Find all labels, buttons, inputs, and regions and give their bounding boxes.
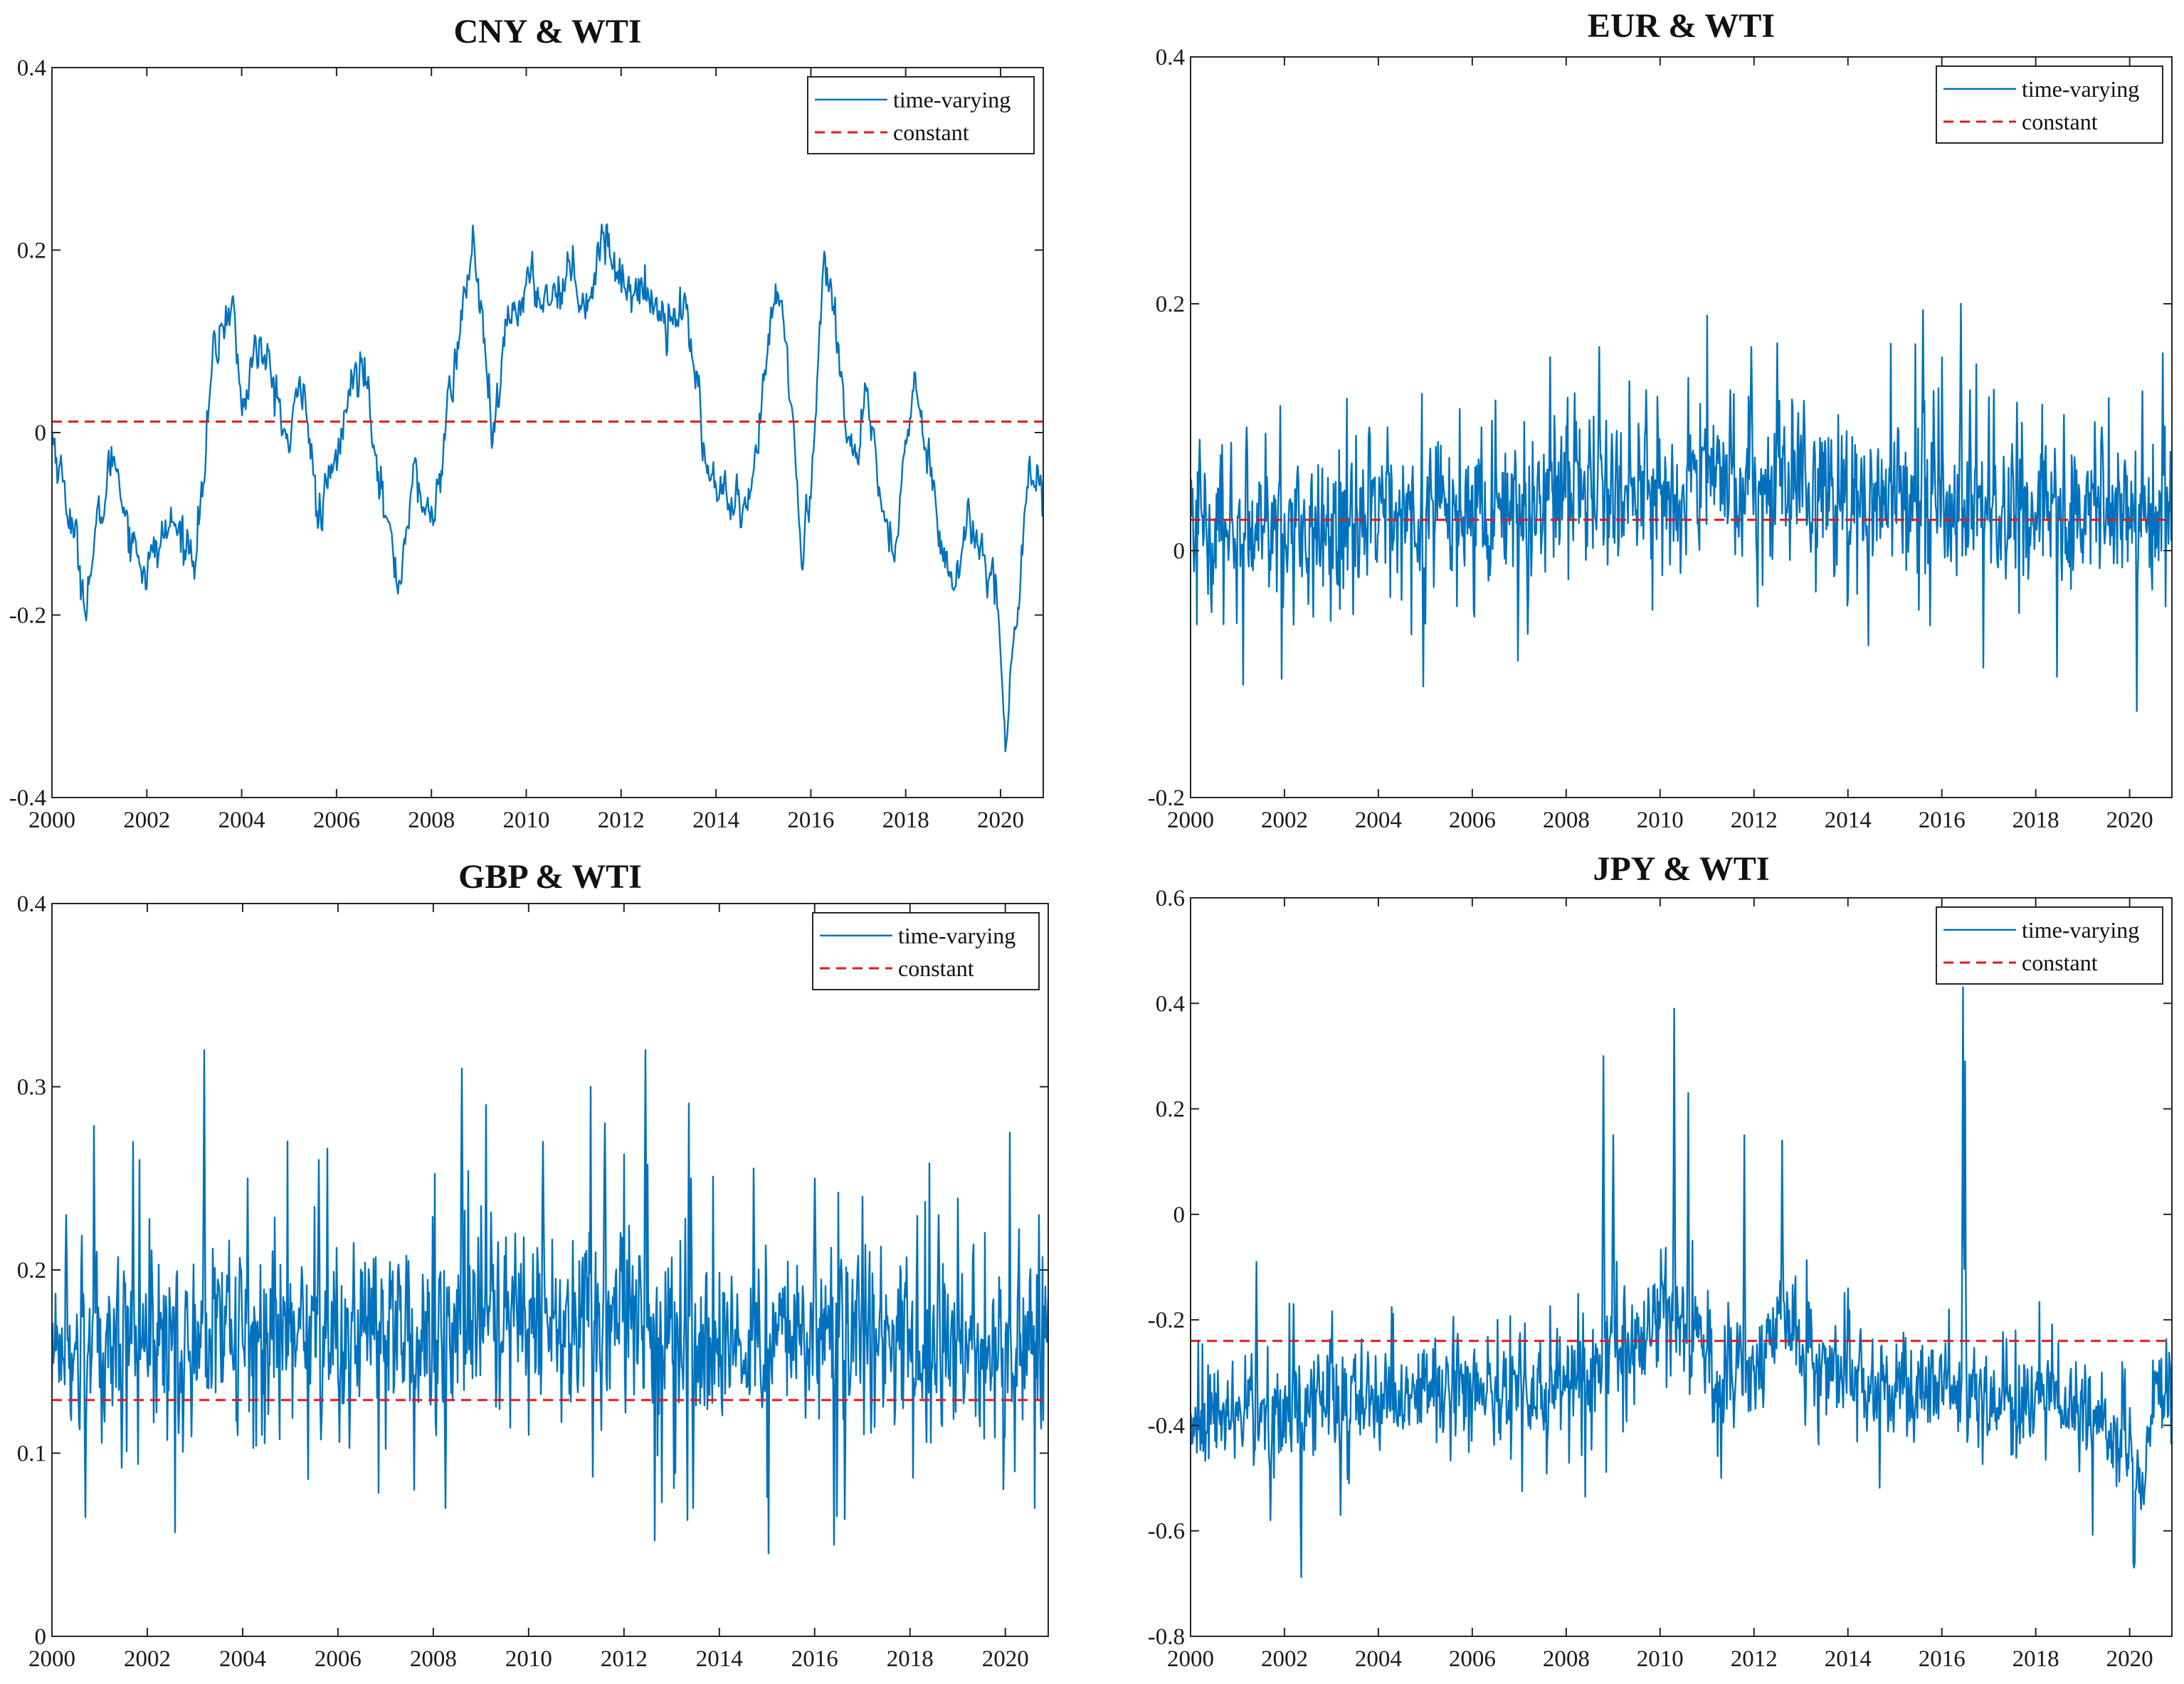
plot-frame	[51, 903, 1049, 1637]
legend-box	[1936, 906, 2163, 985]
legend: time-varying constant	[1936, 906, 2163, 985]
x-tick-label: 2004	[218, 807, 265, 833]
y-tick-label: -0.4	[9, 785, 46, 811]
time-varying-series	[52, 1049, 1048, 1555]
x-tick-label: 2016	[1919, 807, 1966, 833]
chart-title: JPY & WTI	[1593, 850, 1769, 888]
x-tick-label: 2020	[977, 807, 1024, 833]
x-tick-label: 2008	[408, 807, 455, 833]
legend-box	[807, 76, 1035, 154]
plot-frame	[1190, 56, 2173, 798]
y-tick-label: 0	[1173, 1202, 1186, 1228]
plot-frame	[1190, 897, 2173, 1637]
x-tick-label: 2012	[1731, 1646, 1778, 1672]
x-tick-label: 2010	[1637, 1646, 1684, 1672]
x-tick-label: 2008	[1543, 807, 1590, 833]
legend-label-time-varying: time-varying	[898, 923, 1015, 948]
y-tick-label: 0.4	[1156, 45, 1185, 70]
x-tick-label: 2006	[315, 1646, 362, 1672]
chart-panel-2: EUR & WTI 2000 2002 2004 2006 2008 2010 2012 201…	[1148, 7, 2173, 833]
y-tick-label: -0.6	[1148, 1519, 1185, 1545]
x-tick-label: 2006	[313, 807, 360, 833]
y-tick-label: 0.4	[1156, 991, 1185, 1017]
x-tick-label: 2002	[1261, 1646, 1308, 1672]
x-tick-label: 2016	[787, 807, 834, 833]
x-tick-label: 2004	[1355, 1646, 1402, 1672]
x-tick-label: 2018	[887, 1646, 934, 1672]
x-tick-label: 2002	[1261, 807, 1308, 833]
chart-panel-1: CNY & WTI 2000 2002 2004 2006 2008 2010 2012 201…	[9, 13, 1044, 833]
y-tick-label: 0.2	[1156, 292, 1185, 317]
y-tick-label: 0	[35, 420, 47, 446]
x-tick-label: 2004	[1355, 807, 1402, 833]
x-tick-label: 2014	[1825, 1646, 1872, 1672]
chart-panel-3: GBP & WTI 2000 2002 2004 2006 2008 2010 2012 201…	[17, 858, 1049, 1672]
x-tick-label: 2020	[2106, 1646, 2153, 1672]
legend-label-time-varying: time-varying	[2022, 917, 2139, 943]
x-tick-label: 2010	[503, 807, 550, 833]
legend-label-time-varying: time-varying	[893, 87, 1011, 112]
legend-label-constant: constant	[2022, 109, 2098, 134]
x-tick-label: 2000	[28, 807, 75, 833]
y-tick-label: -0.2	[1148, 785, 1185, 811]
y-tick-label: 0	[1173, 539, 1186, 564]
legend-box	[1936, 65, 2163, 144]
chart-title: GBP & WTI	[458, 858, 642, 896]
chart-title: EUR & WTI	[1588, 7, 1775, 45]
time-varying-series	[1191, 986, 2172, 1579]
legend: time-varying constant	[1936, 65, 2163, 144]
legend-label-constant: constant	[893, 120, 969, 145]
x-tick-label: 2008	[1543, 1646, 1590, 1672]
x-tick-label: 2010	[505, 1646, 552, 1672]
chart-panel-4: JPY & WTI 2000 2002 2004 2006 2008 2010 2012 201…	[1148, 850, 2173, 1672]
y-tick-label: 0.4	[17, 55, 46, 81]
time-varying-series	[52, 223, 1043, 753]
legend-box	[812, 912, 1040, 990]
x-tick-label: 2006	[1449, 1646, 1496, 1672]
y-tick-label: -0.8	[1148, 1624, 1185, 1650]
y-tick-label: 0.2	[1156, 1097, 1185, 1123]
legend-label-time-varying: time-varying	[2022, 76, 2139, 102]
x-tick-label: 2012	[598, 807, 645, 833]
x-tick-label: 2020	[2106, 807, 2153, 833]
x-tick-label: 2016	[1919, 1646, 1966, 1672]
legend-label-constant: constant	[2022, 950, 2098, 975]
x-tick-label: 2012	[601, 1646, 648, 1672]
x-tick-label: 2018	[2012, 807, 2059, 833]
y-tick-label: 0.6	[1156, 886, 1185, 911]
chart-title: CNY & WTI	[453, 13, 641, 51]
y-tick-label: -0.4	[1148, 1413, 1185, 1439]
y-tick-label: 0.1	[17, 1441, 46, 1467]
x-tick-label: 2020	[982, 1646, 1029, 1672]
x-tick-label: 2014	[692, 807, 739, 833]
x-tick-label: 2016	[791, 1646, 838, 1672]
x-tick-label: 2012	[1731, 807, 1778, 833]
x-tick-label: 2002	[124, 1646, 171, 1672]
x-tick-label: 2014	[696, 1646, 743, 1672]
x-tick-label: 2000	[1167, 1646, 1214, 1672]
legend-label-constant: constant	[898, 955, 974, 981]
y-tick-label: -0.2	[1148, 1308, 1185, 1333]
x-tick-label: 2010	[1637, 807, 1684, 833]
x-tick-label: 2000	[28, 1646, 75, 1672]
time-varying-series	[1191, 302, 2172, 712]
y-tick-label: 0.2	[17, 238, 46, 264]
x-tick-label: 2004	[219, 1646, 266, 1672]
y-tick-label: 0.3	[17, 1075, 46, 1101]
x-tick-label: 2014	[1825, 807, 1872, 833]
legend: time-varying constant	[807, 76, 1035, 154]
legend: time-varying constant	[812, 912, 1040, 990]
x-tick-label: 2006	[1449, 807, 1496, 833]
x-tick-label: 2002	[123, 807, 170, 833]
x-tick-label: 2018	[2012, 1646, 2059, 1672]
y-tick-label: 0.4	[17, 891, 46, 917]
x-tick-label: 2008	[410, 1646, 457, 1672]
y-tick-label: 0	[35, 1624, 47, 1650]
y-tick-label: 0.2	[17, 1258, 46, 1283]
x-tick-label: 2018	[882, 807, 929, 833]
y-tick-label: -0.2	[9, 603, 46, 629]
x-tick-label: 2000	[1167, 807, 1214, 833]
plot-frame	[51, 67, 1044, 798]
